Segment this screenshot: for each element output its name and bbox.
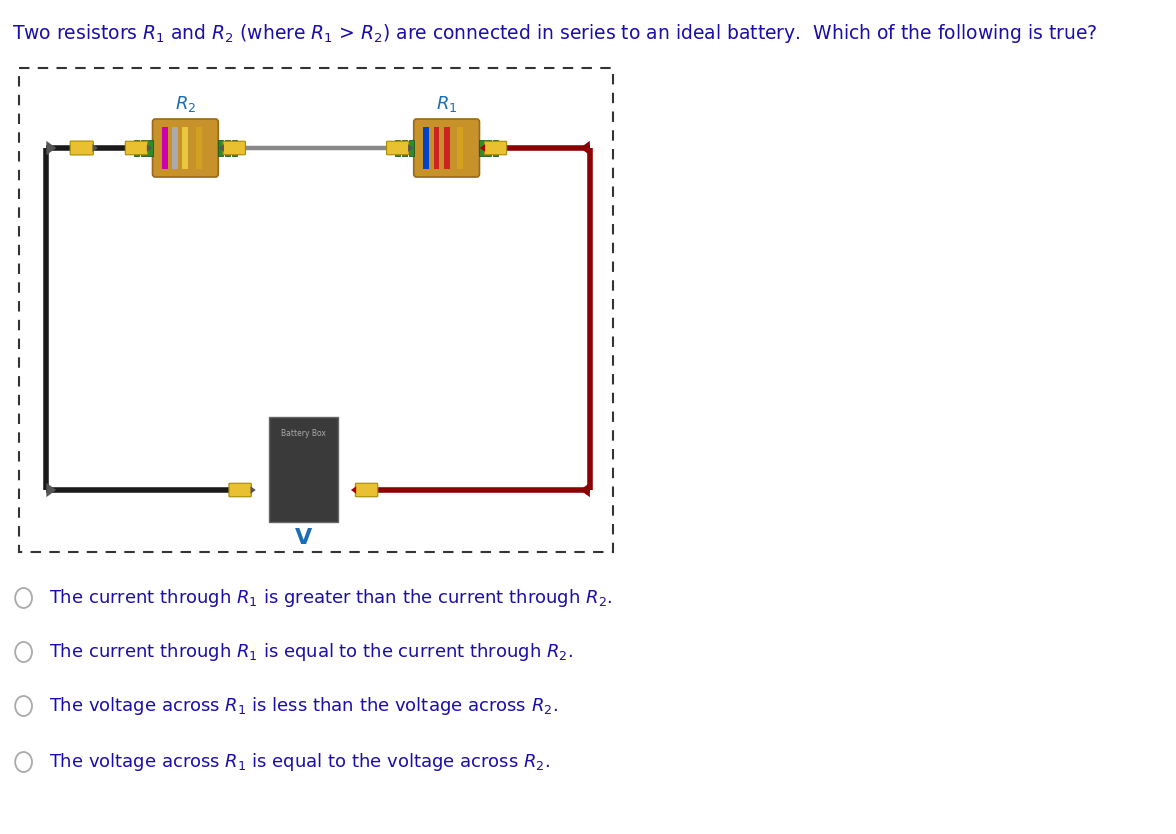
Polygon shape <box>580 483 590 497</box>
Bar <box>162 127 168 169</box>
Bar <box>19 68 614 552</box>
FancyBboxPatch shape <box>71 141 93 155</box>
Text: Two resistors $R_1$ and $R_2$ (where $R_1$ > $R_2$) are connected in series to a: Two resistors $R_1$ and $R_2$ (where $R_… <box>12 22 1097 45</box>
Polygon shape <box>480 144 486 152</box>
Bar <box>423 127 429 169</box>
Bar <box>486 140 492 156</box>
Bar <box>232 140 238 156</box>
Polygon shape <box>219 144 223 152</box>
FancyBboxPatch shape <box>355 483 377 497</box>
Bar <box>182 127 188 169</box>
FancyBboxPatch shape <box>223 141 246 155</box>
Text: The current through $R_1$ is equal to the current through $R_2$.: The current through $R_1$ is equal to th… <box>49 641 573 663</box>
Bar <box>134 140 139 156</box>
Bar <box>147 140 153 156</box>
Text: The voltage across $R_1$ is equal to the voltage across $R_2$.: The voltage across $R_1$ is equal to the… <box>49 751 550 773</box>
Text: $R_1$: $R_1$ <box>436 94 457 114</box>
Polygon shape <box>46 141 56 155</box>
Polygon shape <box>147 144 152 152</box>
Bar <box>395 140 400 156</box>
Bar <box>493 140 499 156</box>
FancyBboxPatch shape <box>126 141 148 155</box>
Text: V: V <box>295 528 312 548</box>
FancyBboxPatch shape <box>414 119 480 177</box>
Polygon shape <box>580 141 590 155</box>
Text: $R_2$: $R_2$ <box>175 94 196 114</box>
Polygon shape <box>93 144 98 152</box>
FancyBboxPatch shape <box>229 483 252 497</box>
Text: Battery Box: Battery Box <box>281 429 326 438</box>
Bar <box>408 140 414 156</box>
FancyBboxPatch shape <box>485 141 507 155</box>
Bar <box>269 416 338 521</box>
Bar <box>402 140 407 156</box>
Bar <box>173 127 179 169</box>
Bar <box>218 140 223 156</box>
Polygon shape <box>350 486 356 494</box>
FancyBboxPatch shape <box>153 119 219 177</box>
Bar <box>196 127 202 169</box>
Text: The voltage across $R_1$ is less than the voltage across $R_2$.: The voltage across $R_1$ is less than th… <box>49 695 557 717</box>
Bar <box>457 127 463 169</box>
Bar <box>480 140 485 156</box>
Polygon shape <box>250 486 255 494</box>
Bar <box>225 140 230 156</box>
Bar <box>434 127 440 169</box>
Bar <box>443 127 449 169</box>
Polygon shape <box>46 483 56 497</box>
Polygon shape <box>408 144 413 152</box>
Bar <box>141 140 146 156</box>
FancyBboxPatch shape <box>387 141 409 155</box>
Text: The current through $R_1$ is greater than the current through $R_2$.: The current through $R_1$ is greater tha… <box>49 587 613 609</box>
